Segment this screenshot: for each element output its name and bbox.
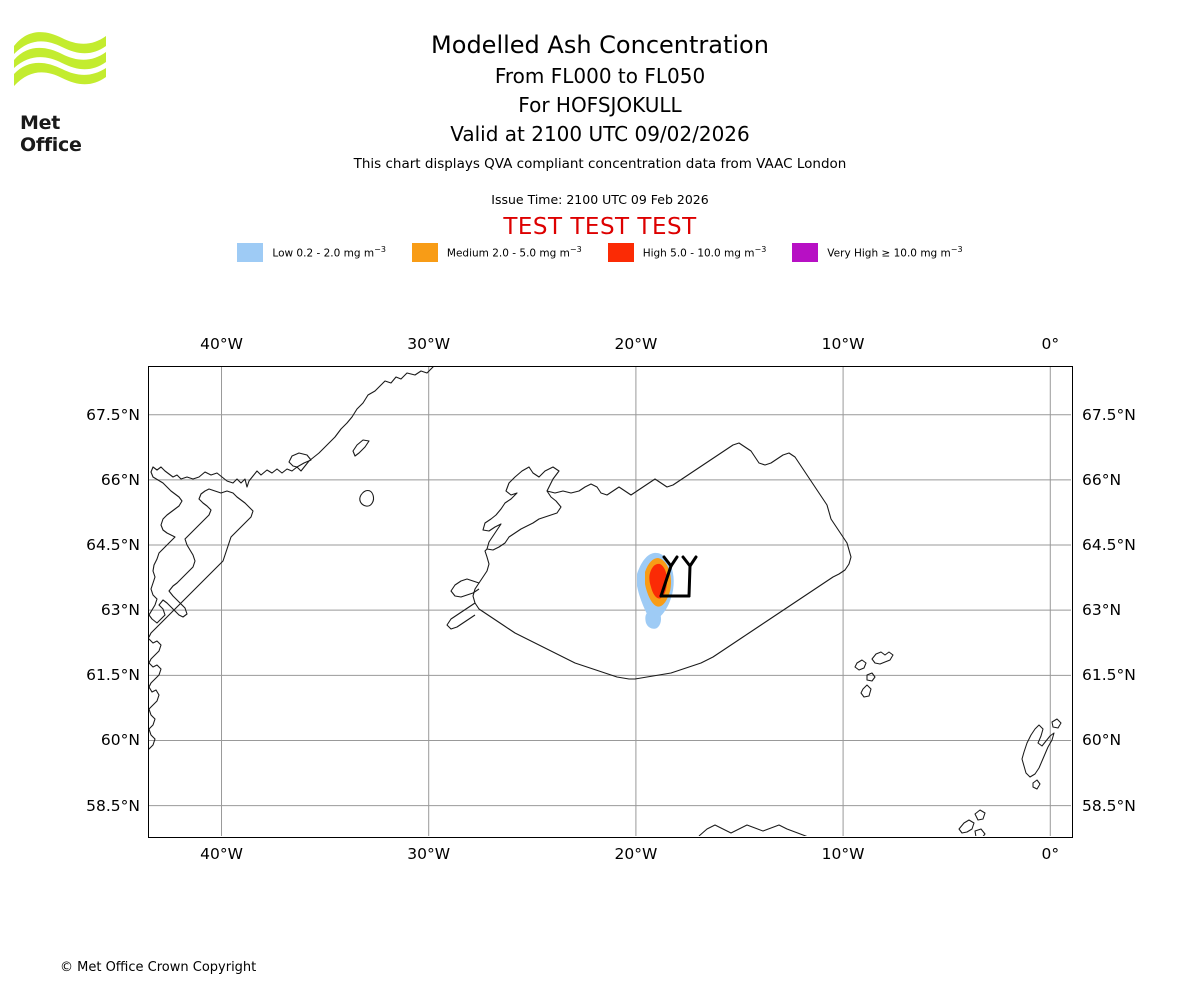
page-title: Modelled Ash Concentration — [431, 31, 769, 59]
x-tick-bottom-2: 20°W — [614, 845, 658, 863]
y-tick-left-5: 60°N — [100, 731, 140, 750]
legend-swatch-low — [237, 243, 264, 262]
legend-item-medium: Medium 2.0 - 5.0 mg m−3 — [411, 243, 582, 262]
y-tick-right-4: 61.5°N — [1082, 666, 1136, 685]
y-tick-right-1: 66°N — [1082, 470, 1122, 489]
coastline-iceland — [446, 442, 852, 680]
y-tick-left-6: 58.5°N — [86, 796, 140, 815]
y-tick-left-3: 63°N — [100, 601, 140, 620]
legend-swatch-high — [607, 243, 634, 262]
issue-time-text: Issue Time: 2100 UTC 09 Feb 2026 — [491, 192, 709, 207]
x-tick-bottom-0: 40°W — [200, 845, 243, 863]
coastline-islands — [698, 651, 1062, 836]
coastline-greenland-fjord-b — [352, 439, 370, 457]
y-tick-right-3: 63°N — [1082, 601, 1122, 620]
coastline-shetland-islet — [1051, 718, 1062, 729]
x-tick-bottom-1: 30°W — [407, 845, 451, 863]
y-tick-left-4: 61.5°N — [86, 666, 140, 685]
y-tick-right-0: 67.5°N — [1082, 405, 1136, 424]
volcano-subtitle: For HOFSJOKULL — [518, 93, 682, 117]
x-tick-bottom-4: 0° — [1041, 845, 1060, 863]
coastlines — [149, 367, 434, 750]
ash-contour-low-tail — [645, 613, 661, 629]
x-tick-top-3: 10°W — [821, 335, 865, 353]
coastline-orkney-1 — [958, 819, 975, 834]
coastline-faroe-2 — [854, 659, 867, 671]
coastline-faroe-4 — [860, 684, 872, 698]
x-tick-top-4: 0° — [1041, 335, 1060, 353]
coastline-faroe-3 — [866, 672, 876, 682]
coastline-greenland-islet — [359, 489, 375, 507]
coastline-orkney-2 — [974, 809, 986, 821]
y-tick-left-1: 66°N — [100, 470, 140, 489]
test-banner: TEST TEST TEST — [503, 214, 697, 240]
x-tick-bottom-3: 10°W — [821, 845, 865, 863]
legend-label-low: Low 0.2 - 2.0 mg m−3 — [272, 245, 386, 260]
coastline-shetland-islet-2 — [1032, 779, 1041, 790]
legend-swatch-very-high — [792, 243, 819, 262]
legend-label-high: High 5.0 - 10.0 mg m−3 — [642, 245, 767, 260]
map-canvas — [149, 367, 1071, 836]
met-office-waves-icon — [14, 32, 106, 86]
y-tick-left-0: 67.5°N — [86, 405, 140, 424]
legend-item-very-high: Very High ≥ 10.0 mg m−3 — [792, 243, 963, 262]
chart-title-block: Modelled Ash Concentration From FL000 to… — [0, 28, 1200, 149]
valid-time-subtitle: Valid at 2100 UTC 09/02/2026 — [450, 122, 750, 146]
x-tick-top-1: 30°W — [407, 335, 451, 353]
y-tick-right-5: 60°N — [1082, 731, 1122, 750]
flight-level-subtitle: From FL000 to FL050 — [494, 64, 706, 88]
coastline-scotland — [698, 824, 808, 836]
volcano-source-icon — [659, 555, 698, 598]
coastline-faroe-1 — [871, 651, 894, 665]
legend-swatch-medium — [411, 243, 438, 262]
met-office-logo-text: Met Office — [20, 112, 82, 156]
coastline-orkney-4 — [974, 828, 986, 836]
x-tick-top-0: 40°W — [200, 335, 243, 353]
legend-label-very-high: Very High ≥ 10.0 mg m−3 — [827, 245, 963, 260]
coastline-shetland — [1021, 724, 1055, 778]
ash-concentration-map[interactable] — [148, 366, 1073, 838]
coastline-greenland-fjord-a — [288, 452, 312, 468]
map-gridlines — [149, 367, 1071, 836]
legend-label-medium: Medium 2.0 - 5.0 mg m−3 — [446, 245, 582, 260]
y-tick-right-6: 58.5°N — [1082, 796, 1136, 815]
coastline-greenland — [149, 367, 434, 638]
y-tick-left-2: 64.5°N — [86, 536, 140, 555]
copyright-text: © Met Office Crown Copyright — [60, 960, 257, 975]
y-tick-right-2: 64.5°N — [1082, 536, 1136, 555]
met-office-logo: Met Office — [10, 24, 120, 156]
x-tick-top-2: 20°W — [614, 335, 658, 353]
concentration-legend: Low 0.2 - 2.0 mg m−3 Medium 2.0 - 5.0 mg… — [0, 243, 1200, 262]
legend-item-high: High 5.0 - 10.0 mg m−3 — [607, 243, 767, 262]
legend-item-low: Low 0.2 - 2.0 mg m−3 — [237, 243, 386, 262]
coastline-greenland-detail — [149, 638, 162, 750]
qva-compliance-note: This chart displays QVA compliant concen… — [353, 156, 847, 172]
